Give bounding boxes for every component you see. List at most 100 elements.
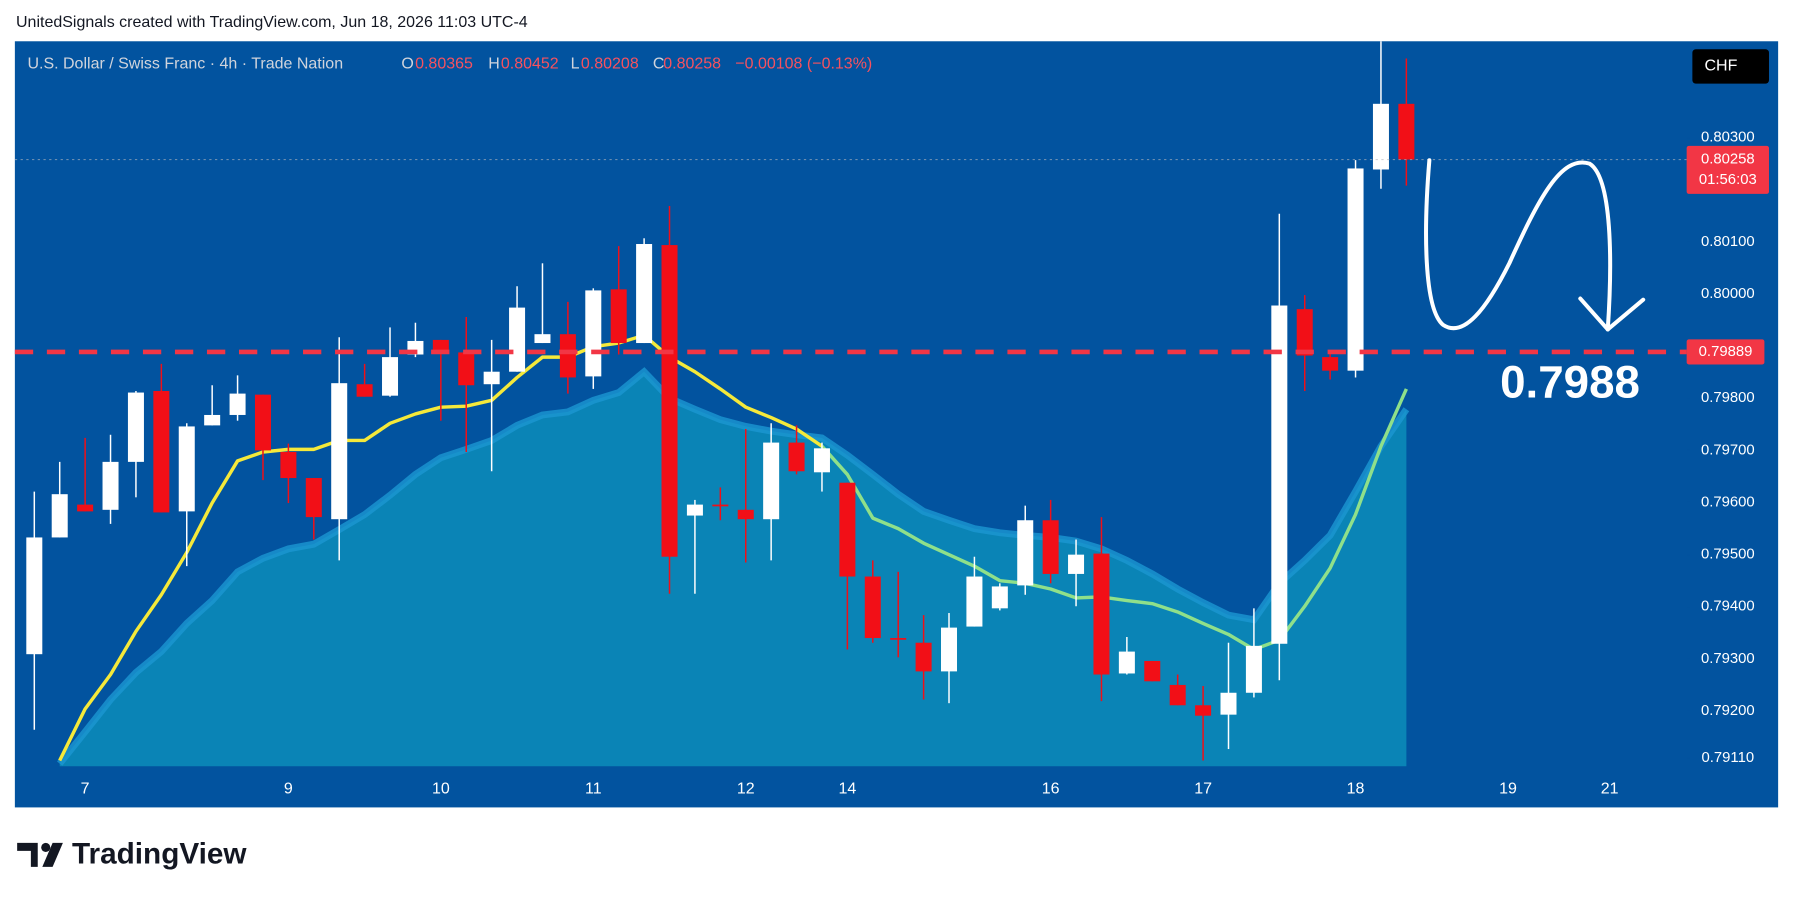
annotation: 0.7988 [1500,357,1640,408]
x-tick-label: 17 [1194,780,1212,797]
legend-label: H [488,55,500,72]
candle-body [26,537,43,655]
candle-body [534,334,551,344]
legend-change: −0.00108 (−0.13%) [735,55,872,72]
candle-body [356,384,373,397]
ma-area-edge [57,367,1410,766]
y-tick-label: 0.79500 [1701,547,1755,563]
candle-body [636,244,653,344]
candle-body [1322,357,1339,371]
candle-body [204,414,221,426]
x-tick-label: 12 [737,780,755,797]
x-tick-label: 19 [1499,780,1517,797]
candle-body [1398,103,1415,160]
candle-body [712,504,729,507]
candle-body [153,390,170,513]
candle-body [382,357,399,396]
x-tick-label: 18 [1347,780,1365,797]
ma-line [820,388,1408,652]
candle-body [305,478,322,518]
candle-body [686,504,703,516]
logo-mark [17,842,38,867]
y-tick-label: 0.80100 [1701,234,1755,250]
x-tick-label: 14 [838,780,856,797]
candle-body [1195,705,1212,716]
candle-body [229,393,246,415]
legend-value: 0.80258 [663,55,721,72]
legend-label: O [401,55,413,72]
hand-drawn-arrow [1424,158,1613,332]
candle-body [458,352,475,386]
candle-body [610,289,627,344]
y-tick-label: 0.79400 [1701,599,1755,615]
candle-body [864,576,881,639]
candle-body [1347,168,1364,371]
candle-body [509,307,526,372]
header-text: UnitedSignals created with TradingView.c… [16,14,528,31]
currency-label[interactable]: CHF [1705,58,1738,75]
countdown-label: 01:56:03 [1699,172,1757,188]
y-tick-label: 0.79600 [1701,494,1755,510]
candle-body [280,451,297,479]
level-label: 0.79889 [1699,344,1753,360]
y-tick-label: 0.80000 [1701,286,1755,302]
level-label-box [1686,339,1765,365]
footer-brand: TradingView [72,837,247,870]
y-tick-label: 0.79110 [1702,750,1755,766]
x-tick-label: 11 [585,780,602,797]
logo-dot [41,842,51,853]
candle-body [788,442,805,472]
currency-box[interactable] [1692,49,1769,84]
x-tick-label: 9 [284,780,293,797]
candle-body [661,245,678,557]
last-price-box [1686,145,1769,194]
candle-body [331,383,348,520]
candle-body [1372,103,1389,170]
footer-logo: TradingView [17,837,247,870]
candle-body [1245,645,1262,693]
arrow-head [1578,296,1646,332]
logo-mark [42,842,63,867]
candle-body [585,290,602,377]
candle-body [966,576,983,627]
candle-body [127,392,144,462]
candle-body [483,371,500,385]
legend-value: 0.80208 [581,55,639,72]
legend-value: 0.80452 [501,55,559,72]
x-tick-label: 21 [1601,780,1619,797]
y-tick-label: 0.80300 [1701,130,1755,146]
candle-body [1118,651,1135,674]
candle-body [77,504,94,512]
candle-body [813,448,830,473]
candle-body [51,494,68,538]
legend-label: C [653,55,665,72]
candle-body [915,642,932,672]
legend-label: L [571,55,580,72]
candle-body [102,461,119,510]
candle-body [1220,692,1237,715]
candle-body [1068,554,1085,574]
y-tick-label: 0.79300 [1701,651,1755,667]
candle-body [941,627,958,672]
candle-body [991,586,1008,609]
last-price-label: 0.80258 [1701,152,1755,168]
y-tick-label: 0.79800 [1701,390,1755,406]
candle-body [737,509,754,520]
candle-body [1042,520,1059,574]
candle-body [1144,660,1161,682]
candle-body [1296,309,1313,356]
legend-value: 0.80365 [415,55,473,72]
legend-symbol: U.S. Dollar / Swiss Franc · 4h · Trade N… [27,55,343,72]
plot-area: 0.79110 0.79200 0.79300 0.79400 0.79500 0.796… [14,41,1769,797]
candle-body [432,339,449,353]
candle-body [1093,553,1110,675]
candle-body [1271,305,1288,644]
candle-body [254,394,271,451]
y-tick-label: 0.79700 [1701,442,1755,458]
x-tick-label: 16 [1042,780,1060,797]
candle-body [1169,684,1186,706]
candle-body [890,638,907,640]
candle-body [839,482,856,577]
